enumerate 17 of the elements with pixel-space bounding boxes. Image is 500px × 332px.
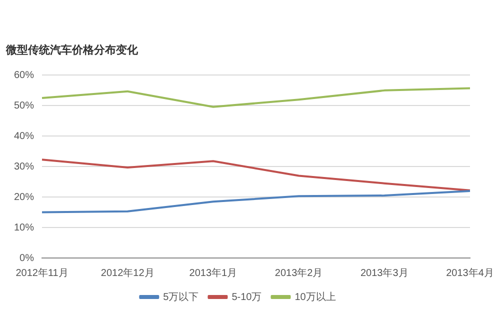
y-tick-label: 50% bbox=[14, 100, 34, 112]
x-tick-label: 2013年2月 bbox=[274, 266, 323, 279]
legend-label: 5万以下 bbox=[163, 290, 199, 303]
legend-label: 10万以上 bbox=[294, 290, 336, 303]
chart-title: 微型传统汽车价格分布变化 bbox=[5, 44, 139, 57]
legend-label: 5-10万 bbox=[232, 292, 262, 303]
x-tick-label: 2013年1月 bbox=[189, 266, 238, 279]
y-tick-label: 30% bbox=[14, 161, 34, 172]
y-tick-label: 40% bbox=[14, 130, 34, 142]
x-tick-label: 2012年11月 bbox=[16, 266, 68, 279]
y-tick-label: 60% bbox=[14, 70, 34, 81]
x-tick-label: 2013年4月 bbox=[446, 266, 494, 279]
y-tick-label: 20% bbox=[14, 192, 34, 203]
y-tick-label: 0% bbox=[20, 252, 34, 264]
x-tick-label: 2012年12月 bbox=[100, 266, 154, 279]
x-tick-label: 2013年3月 bbox=[360, 266, 408, 279]
y-tick-label: 10% bbox=[14, 222, 34, 234]
